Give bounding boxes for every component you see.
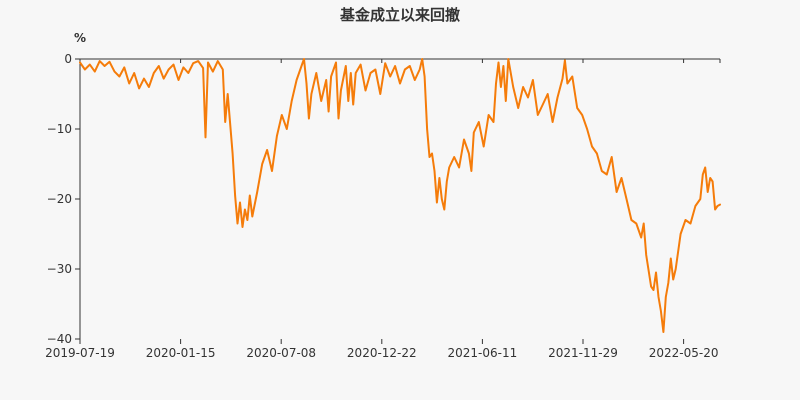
- x-tick-label: 2020-12-22: [347, 346, 417, 360]
- x-tick-label: 2022-05-20: [649, 346, 719, 360]
- y-axis-unit: %: [74, 31, 86, 45]
- x-tick-label: 2021-06-11: [448, 346, 518, 360]
- x-tick-label: 2020-07-08: [246, 346, 316, 360]
- x-tick-label: 2020-01-15: [146, 346, 216, 360]
- x-tick-label: 2021-11-29: [548, 346, 618, 360]
- y-tick-label: −30: [47, 262, 72, 276]
- y-tick-label: −20: [47, 192, 72, 206]
- y-tick-label: 0: [64, 52, 72, 66]
- y-tick-label: −40: [47, 332, 72, 346]
- plot-area: [79, 58, 721, 333]
- x-tick-label: 2019-07-19: [45, 346, 115, 360]
- y-tick-label: −10: [47, 122, 72, 136]
- drawdown-line: [79, 58, 721, 333]
- chart-title: 基金成立以来回撤: [339, 6, 460, 24]
